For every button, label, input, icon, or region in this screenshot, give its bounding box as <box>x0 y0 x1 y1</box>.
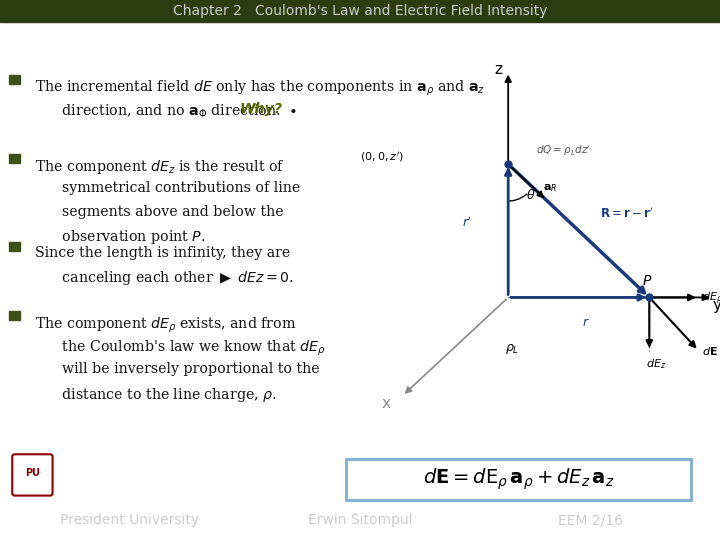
Text: segments above and below the: segments above and below the <box>35 205 283 219</box>
Text: $dE_z$: $dE_z$ <box>646 357 666 371</box>
Bar <box>9 312 20 320</box>
Bar <box>0 0 720 22</box>
Text: Chapter 2   Coulomb's Law and Electric Field Intensity: Chapter 2 Coulomb's Law and Electric Fie… <box>173 4 547 18</box>
Text: The component $dE_{z}$ is the result of: The component $dE_{z}$ is the result of <box>35 158 284 176</box>
Text: x: x <box>381 396 390 411</box>
Text: canceling each other $\blacktriangleright$ $dEz = 0$.: canceling each other $\blacktrianglerigh… <box>35 269 294 287</box>
Text: z: z <box>494 62 502 77</box>
Text: $P$: $P$ <box>642 274 652 288</box>
Text: symmetrical contributions of line: symmetrical contributions of line <box>35 181 300 195</box>
Text: $r'$: $r'$ <box>462 215 472 230</box>
Text: $(0, 0, z')$: $(0, 0, z')$ <box>360 150 404 164</box>
Text: Erwin Sitompul: Erwin Sitompul <box>307 513 413 527</box>
Text: distance to the line charge, $\rho$.: distance to the line charge, $\rho$. <box>35 386 276 403</box>
Bar <box>9 241 20 251</box>
Text: Since the length is infinity, they are: Since the length is infinity, they are <box>35 246 290 260</box>
Text: $\mathbf{R} = \mathbf{r} - \mathbf{r}'$: $\mathbf{R} = \mathbf{r} - \mathbf{r}'$ <box>600 207 654 221</box>
Bar <box>9 154 20 163</box>
Text: $dE_{\rho}$: $dE_{\rho}$ <box>702 291 720 307</box>
Text: will be inversely proportional to the: will be inversely proportional to the <box>35 362 319 376</box>
Text: observation point $P$.: observation point $P$. <box>35 228 205 246</box>
Text: The incremental field $dE$ only has the components in $\mathbf{a}_{\rho}$ and $\: The incremental field $dE$ only has the … <box>35 79 485 98</box>
Text: y: y <box>713 298 720 313</box>
Text: $dQ = \rho_L dz'$: $dQ = \rho_L dz'$ <box>536 144 591 158</box>
Text: the Coulomb's law we know that $dE_{\rho}$: the Coulomb's law we know that $dE_{\rho… <box>35 339 325 358</box>
Text: $\theta$: $\theta$ <box>526 188 535 202</box>
Text: $d\mathbf{E}$: $d\mathbf{E}$ <box>702 345 718 357</box>
Bar <box>9 75 20 84</box>
Text: President University: President University <box>60 513 199 527</box>
Text: $r$: $r$ <box>582 316 590 329</box>
Text: Field of a Line Charge: Field of a Line Charge <box>0 24 360 53</box>
Text: $d\mathbf{E} = d\mathrm{E}_{\rho}\,\mathbf{a}_{\rho} + dE_{z}\,\mathbf{a}_{z}$: $d\mathbf{E} = d\mathrm{E}_{\rho}\,\math… <box>423 467 614 492</box>
Text: Why?: Why? <box>240 103 283 117</box>
Text: The component $dE_{\rho}$ exists, and from: The component $dE_{\rho}$ exists, and fr… <box>35 315 296 335</box>
Text: $\mathbf{a}_R$: $\mathbf{a}_R$ <box>543 182 557 194</box>
FancyBboxPatch shape <box>12 454 53 496</box>
Text: $\rho_L$: $\rho_L$ <box>505 342 519 356</box>
Text: EEM 2/16: EEM 2/16 <box>558 513 623 527</box>
Text: direction, and no $\mathbf{a}_{\Phi}$ direction.  $\bullet$: direction, and no $\mathbf{a}_{\Phi}$ di… <box>35 103 299 120</box>
Text: PU: PU <box>25 468 40 478</box>
